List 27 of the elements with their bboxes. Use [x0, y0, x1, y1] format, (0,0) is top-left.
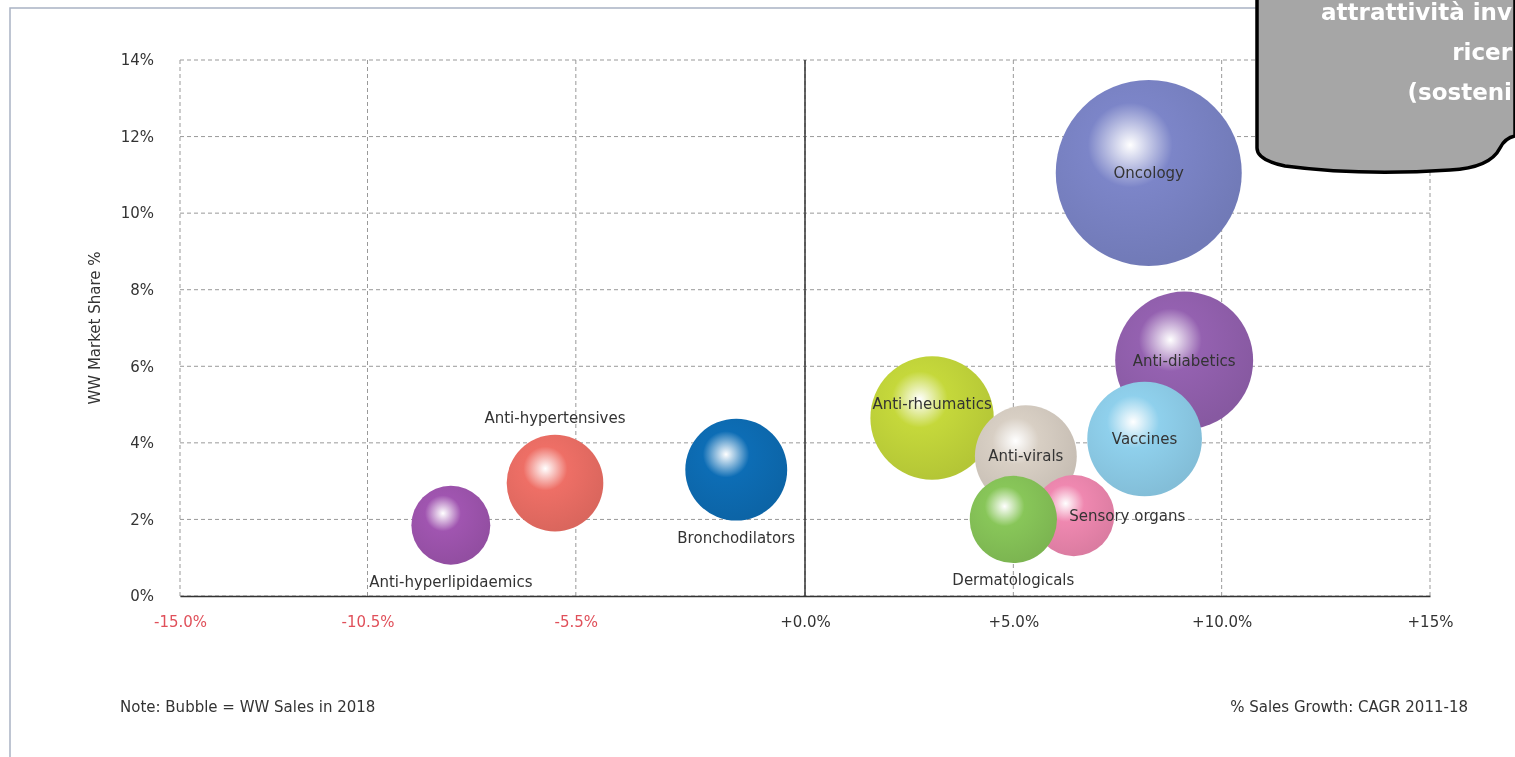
x-tick-label: -15.0% [153, 612, 208, 631]
y-axis-title: WW Market Share % [86, 251, 104, 405]
text: Note: Bubble = WW Sales in 2018 [120, 698, 376, 716]
series-label: Vaccines [1111, 430, 1178, 449]
y-tick-label: 10% [120, 204, 154, 223]
y-tick-label: 4% [130, 434, 154, 453]
y-tick-label: 2% [130, 510, 154, 529]
series-label: Anti-hypertensives [484, 408, 626, 427]
series-label: Anti-hyperlipidaemics [369, 572, 533, 591]
series-label: Dermatologicals [952, 571, 1075, 590]
series-label: Anti-diabetics [1132, 351, 1236, 370]
x-axis-title: % Sales Growth: CAGR 2011-18 [1230, 698, 1468, 716]
series-label: Bronchodilators [677, 528, 796, 547]
y-tick-label: 6% [130, 357, 154, 376]
x-tick-label: +0.0% [780, 612, 831, 631]
y-tick-label: 14% [120, 51, 154, 70]
y-tick-label: 0% [130, 587, 154, 606]
x-tick-label: +5.0% [988, 612, 1040, 631]
x-tick-label: +15% [1407, 612, 1454, 631]
y-tick-label: 12% [120, 127, 154, 146]
x-tick-label: -10.5% [341, 612, 395, 631]
annotation: attrattività inv ricer (sosteni [1321, 0, 1513, 105]
x-tick-label: -5.5% [554, 612, 599, 631]
y-tick-label: 8% [130, 281, 154, 300]
series-label: Anti-virals [988, 447, 1064, 466]
x-tick-label: +10.0% [1192, 612, 1253, 631]
series-label: Oncology [1113, 163, 1185, 182]
